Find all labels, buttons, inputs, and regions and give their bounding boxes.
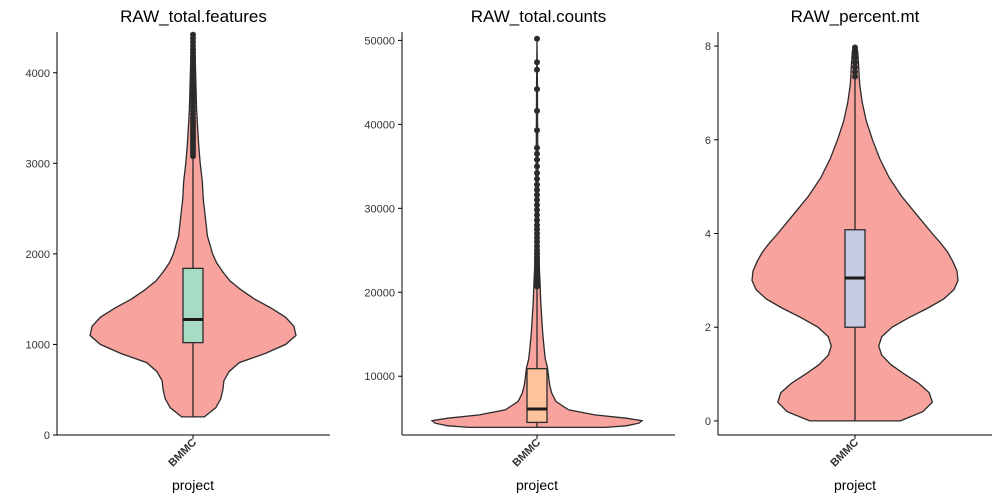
y-tick-label: 6	[705, 135, 711, 147]
y-tick-label: 0	[705, 416, 711, 428]
y-tick-label: 30000	[364, 203, 395, 215]
outlier-point	[534, 238, 540, 245]
outlier-point	[534, 243, 540, 250]
outlier-point	[534, 212, 540, 219]
y-tick-label: 10000	[364, 371, 395, 383]
outlier-point	[534, 150, 540, 157]
y-tick-label: 40000	[364, 119, 395, 131]
outlier-point	[534, 217, 540, 224]
y-tick-label: 8	[705, 41, 711, 53]
outlier-point	[534, 186, 540, 193]
iqr-box	[526, 368, 548, 424]
outlier-point	[852, 68, 858, 75]
y-tick-label: 50000	[364, 35, 395, 47]
x-axis-title: project	[834, 477, 876, 493]
chart-title: RAW_percent.mt	[791, 7, 920, 26]
outlier-point	[852, 54, 858, 61]
x-tick-label: BMMC	[166, 437, 199, 470]
y-tick-label: 0	[44, 430, 50, 442]
chart-panel-3: RAW_percent.mt 0 2 4 6 8 BMMC project	[705, 7, 992, 493]
x-axis-title: project	[516, 477, 558, 493]
outlier-point	[534, 175, 540, 182]
outlier-point	[534, 191, 540, 198]
outlier-point	[534, 230, 540, 237]
outlier-point	[852, 73, 858, 80]
outlier-point	[534, 156, 540, 163]
y-tick-label: 2000	[26, 249, 50, 261]
chart-panel-2: RAW_total.counts 10000 20000 30000 40000 5000…	[364, 7, 675, 493]
chart-title: RAW_total.features	[120, 7, 267, 26]
outlier-point	[190, 31, 196, 38]
y-tick-label: 1000	[26, 339, 50, 351]
outlier-point	[534, 66, 540, 73]
x-axis-title: project	[172, 477, 214, 493]
y-tick-label: 4	[705, 229, 711, 241]
outlier-point	[534, 163, 540, 170]
outlier-point	[534, 206, 540, 213]
y-tick-label: 2	[705, 322, 711, 334]
outlier-point	[852, 44, 858, 51]
outlier-point	[534, 35, 540, 42]
y-tick-label: 20000	[364, 287, 395, 299]
outlier-point	[534, 196, 540, 203]
outlier-point	[534, 144, 540, 151]
outlier-point	[852, 59, 858, 66]
outlier-point	[534, 181, 540, 188]
outlier-point	[534, 86, 540, 93]
chart-title: RAW_total.counts	[471, 7, 606, 26]
outlier-point	[534, 234, 540, 241]
outlier-point	[534, 59, 540, 66]
outlier-point	[534, 201, 540, 208]
outlier-point	[534, 107, 540, 114]
y-tick-label: 3000	[26, 158, 50, 170]
outlier-point	[534, 127, 540, 134]
outlier-point	[852, 64, 858, 71]
chart-panel-1: RAW_total.features 0 1000 2000 3000 4000 BMMC p…	[26, 7, 330, 493]
outlier-point	[534, 226, 540, 233]
x-tick-label: BMMC	[828, 437, 861, 470]
outlier-point	[534, 222, 540, 229]
iqr-box	[182, 267, 204, 344]
outlier-point	[534, 247, 540, 254]
outlier-point	[534, 170, 540, 177]
x-tick-label: BMMC	[510, 437, 543, 470]
y-tick-label: 4000	[26, 68, 50, 80]
